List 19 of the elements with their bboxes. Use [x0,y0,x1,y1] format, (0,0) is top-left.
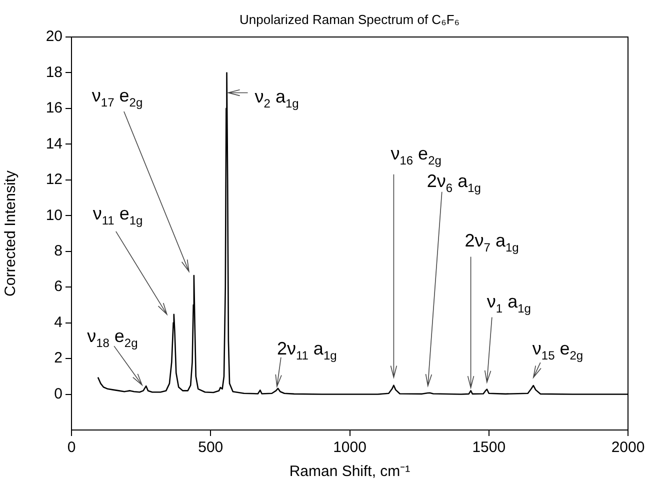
y-tick-label: 14 [46,135,62,152]
chart-title: Unpolarized Raman Spectrum of C₆F₆ [238,12,461,27]
x-tick-label: 2000 [611,439,645,456]
x-tick-label: 1500 [472,439,506,456]
y-tick-label: 12 [46,171,62,188]
x-axis-title: Raman Shift, cm⁻¹ [289,463,410,480]
y-tick-label: 8 [54,242,62,260]
y-tick-label: 20 [46,28,62,46]
x-tick-label: 500 [198,439,224,456]
y-tick-label: 6 [54,278,62,296]
x-tick-label: 1000 [333,439,366,456]
x-tick-label: 0 [67,439,76,456]
y-tick-label: 18 [46,64,62,81]
y-tick-label: 10 [46,206,62,224]
y-axis-title: Corrected Intensity [2,170,20,296]
y-tick-label: 16 [46,100,62,117]
y-tick-label: 2 [54,350,62,367]
y-tick-label: 4 [54,314,62,331]
y-tick-label: 0 [54,385,62,402]
